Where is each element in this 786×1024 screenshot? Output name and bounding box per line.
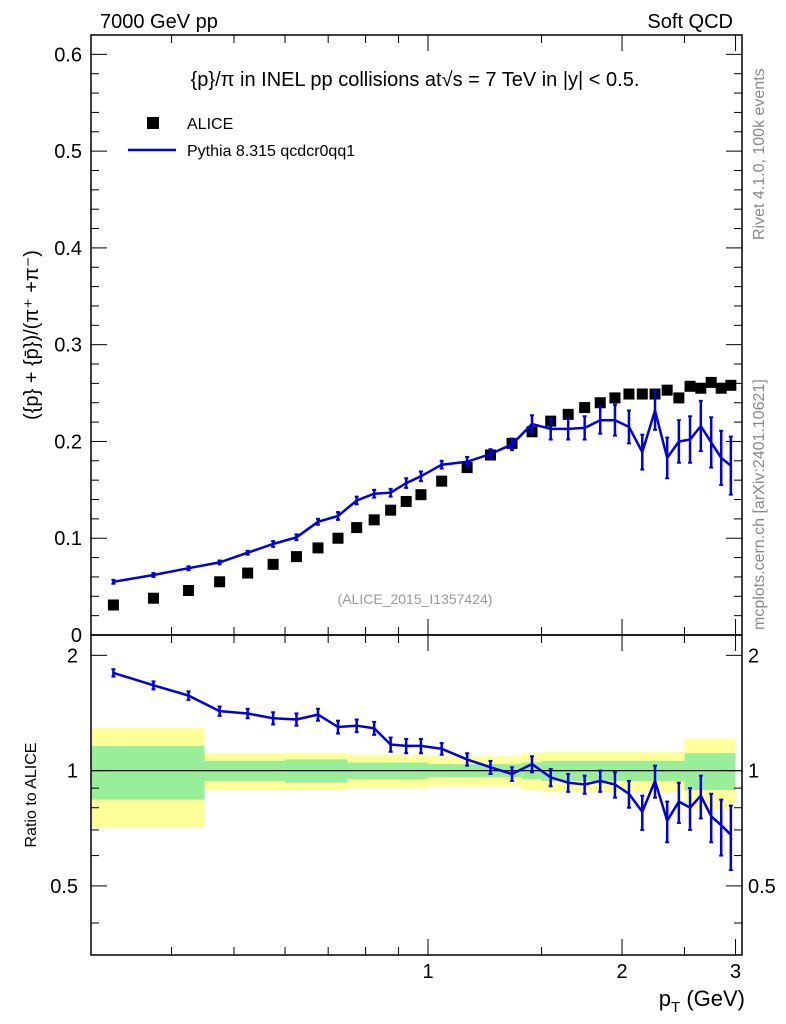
main-panel: 0 0.1 0.2 0.3 0.4 0.5 0.6 {p}/π in INEL pp col… bbox=[21, 34, 743, 647]
legend-alice-label: ALICE bbox=[187, 116, 233, 133]
main-ticks bbox=[90, 35, 742, 636]
ratio-y-tick-label-right: 1 bbox=[748, 761, 759, 783]
alice-marker bbox=[609, 392, 621, 404]
x-tick-labels: 1 2 3 bbox=[422, 961, 741, 983]
alice-marker bbox=[182, 584, 194, 596]
ratio-line bbox=[113, 671, 732, 836]
alice-marker bbox=[673, 392, 685, 404]
main-y-tick-label: 0.2 bbox=[54, 431, 82, 453]
x-axis-title: pT (GeV) bbox=[659, 986, 745, 1016]
alice-marker bbox=[290, 551, 302, 563]
alice-marker bbox=[415, 489, 427, 501]
alice-marker bbox=[368, 514, 380, 526]
main-y-tick-label: 0 bbox=[71, 625, 82, 647]
ratio-frame bbox=[90, 634, 743, 956]
ratio-y-tick-label: 0.5 bbox=[50, 876, 78, 898]
pythia-line bbox=[113, 405, 732, 584]
alice-marker bbox=[436, 475, 448, 487]
main-y-tick-label: 0.6 bbox=[54, 44, 82, 66]
pythia-error-bars bbox=[111, 390, 733, 585]
alice-marker bbox=[725, 379, 737, 391]
alice-marker bbox=[562, 408, 574, 420]
ratio-panel: 0.5 0.5 1 1 2 2 1 2 3 Ratio to ALICE pT (GeV) bbox=[23, 634, 776, 1016]
alice-marker bbox=[242, 567, 254, 579]
main-y-tick-label: 0.1 bbox=[54, 528, 82, 550]
alice-marker bbox=[579, 402, 591, 414]
alice-marker bbox=[400, 495, 412, 507]
mcplots-label: mcplots.cern.ch [arXiv:2401.10621] bbox=[751, 379, 768, 630]
ratio-y-tick-label-right: 2 bbox=[748, 645, 759, 667]
ratio-ticks bbox=[90, 635, 742, 955]
legend-alice-marker bbox=[147, 117, 159, 129]
ratio-y-tick-label: 2 bbox=[67, 645, 78, 667]
alice-marker bbox=[332, 532, 344, 544]
main-y-axis-title: ({p} + {p̄})/(π⁺ +π⁻) bbox=[21, 250, 43, 420]
legend-pythia-label: Pythia 8.315 qcdcr0qq1 bbox=[187, 143, 355, 160]
analysis-tag: (ALICE_2015_I1357424) bbox=[338, 591, 493, 607]
alice-points bbox=[107, 376, 737, 611]
alice-marker bbox=[636, 388, 648, 400]
main-y-tick-label: 0.5 bbox=[54, 141, 82, 163]
rivet-label: Rivet 4.1.0, 100k events bbox=[751, 68, 768, 240]
ratio-inner-band bbox=[91, 745, 205, 800]
ratio-y-tick-label: 1 bbox=[67, 761, 78, 783]
header-left: 7000 GeV pp bbox=[100, 11, 218, 33]
alice-marker bbox=[695, 382, 707, 394]
ratio-inner-band bbox=[684, 753, 736, 790]
alice-marker bbox=[214, 576, 226, 588]
x-tick-label: 1 bbox=[422, 961, 433, 983]
alice-marker bbox=[385, 504, 397, 516]
header-right: Soft QCD bbox=[647, 11, 733, 33]
alice-marker bbox=[351, 522, 363, 534]
ratio-y-tick-label-right: 0.5 bbox=[748, 876, 776, 898]
main-y-tick-label: 0.3 bbox=[54, 335, 82, 357]
ratio-y-axis-title: Ratio to ALICE bbox=[23, 743, 40, 848]
alice-marker bbox=[594, 397, 606, 409]
main-title: {p}/π in INEL pp collisions at√s = 7 TeV… bbox=[191, 69, 640, 91]
x-tick-label: 3 bbox=[730, 961, 741, 983]
ratio-y-tick-labels: 0.5 0.5 1 1 2 2 bbox=[50, 645, 776, 898]
alice-marker bbox=[267, 558, 279, 570]
alice-marker bbox=[705, 376, 717, 388]
alice-marker bbox=[715, 382, 727, 394]
main-y-tick-label: 0.4 bbox=[54, 238, 82, 260]
alice-marker bbox=[312, 542, 324, 554]
alice-marker bbox=[661, 384, 673, 396]
alice-marker bbox=[107, 599, 119, 611]
alice-marker bbox=[623, 388, 635, 400]
x-tick-label: 2 bbox=[616, 961, 627, 983]
main-y-tick-labels: 0 0.1 0.2 0.3 0.4 0.5 0.6 bbox=[54, 44, 82, 647]
ratio-uncertainty-bands bbox=[91, 728, 736, 828]
alice-marker bbox=[684, 380, 696, 392]
alice-marker bbox=[147, 592, 159, 604]
